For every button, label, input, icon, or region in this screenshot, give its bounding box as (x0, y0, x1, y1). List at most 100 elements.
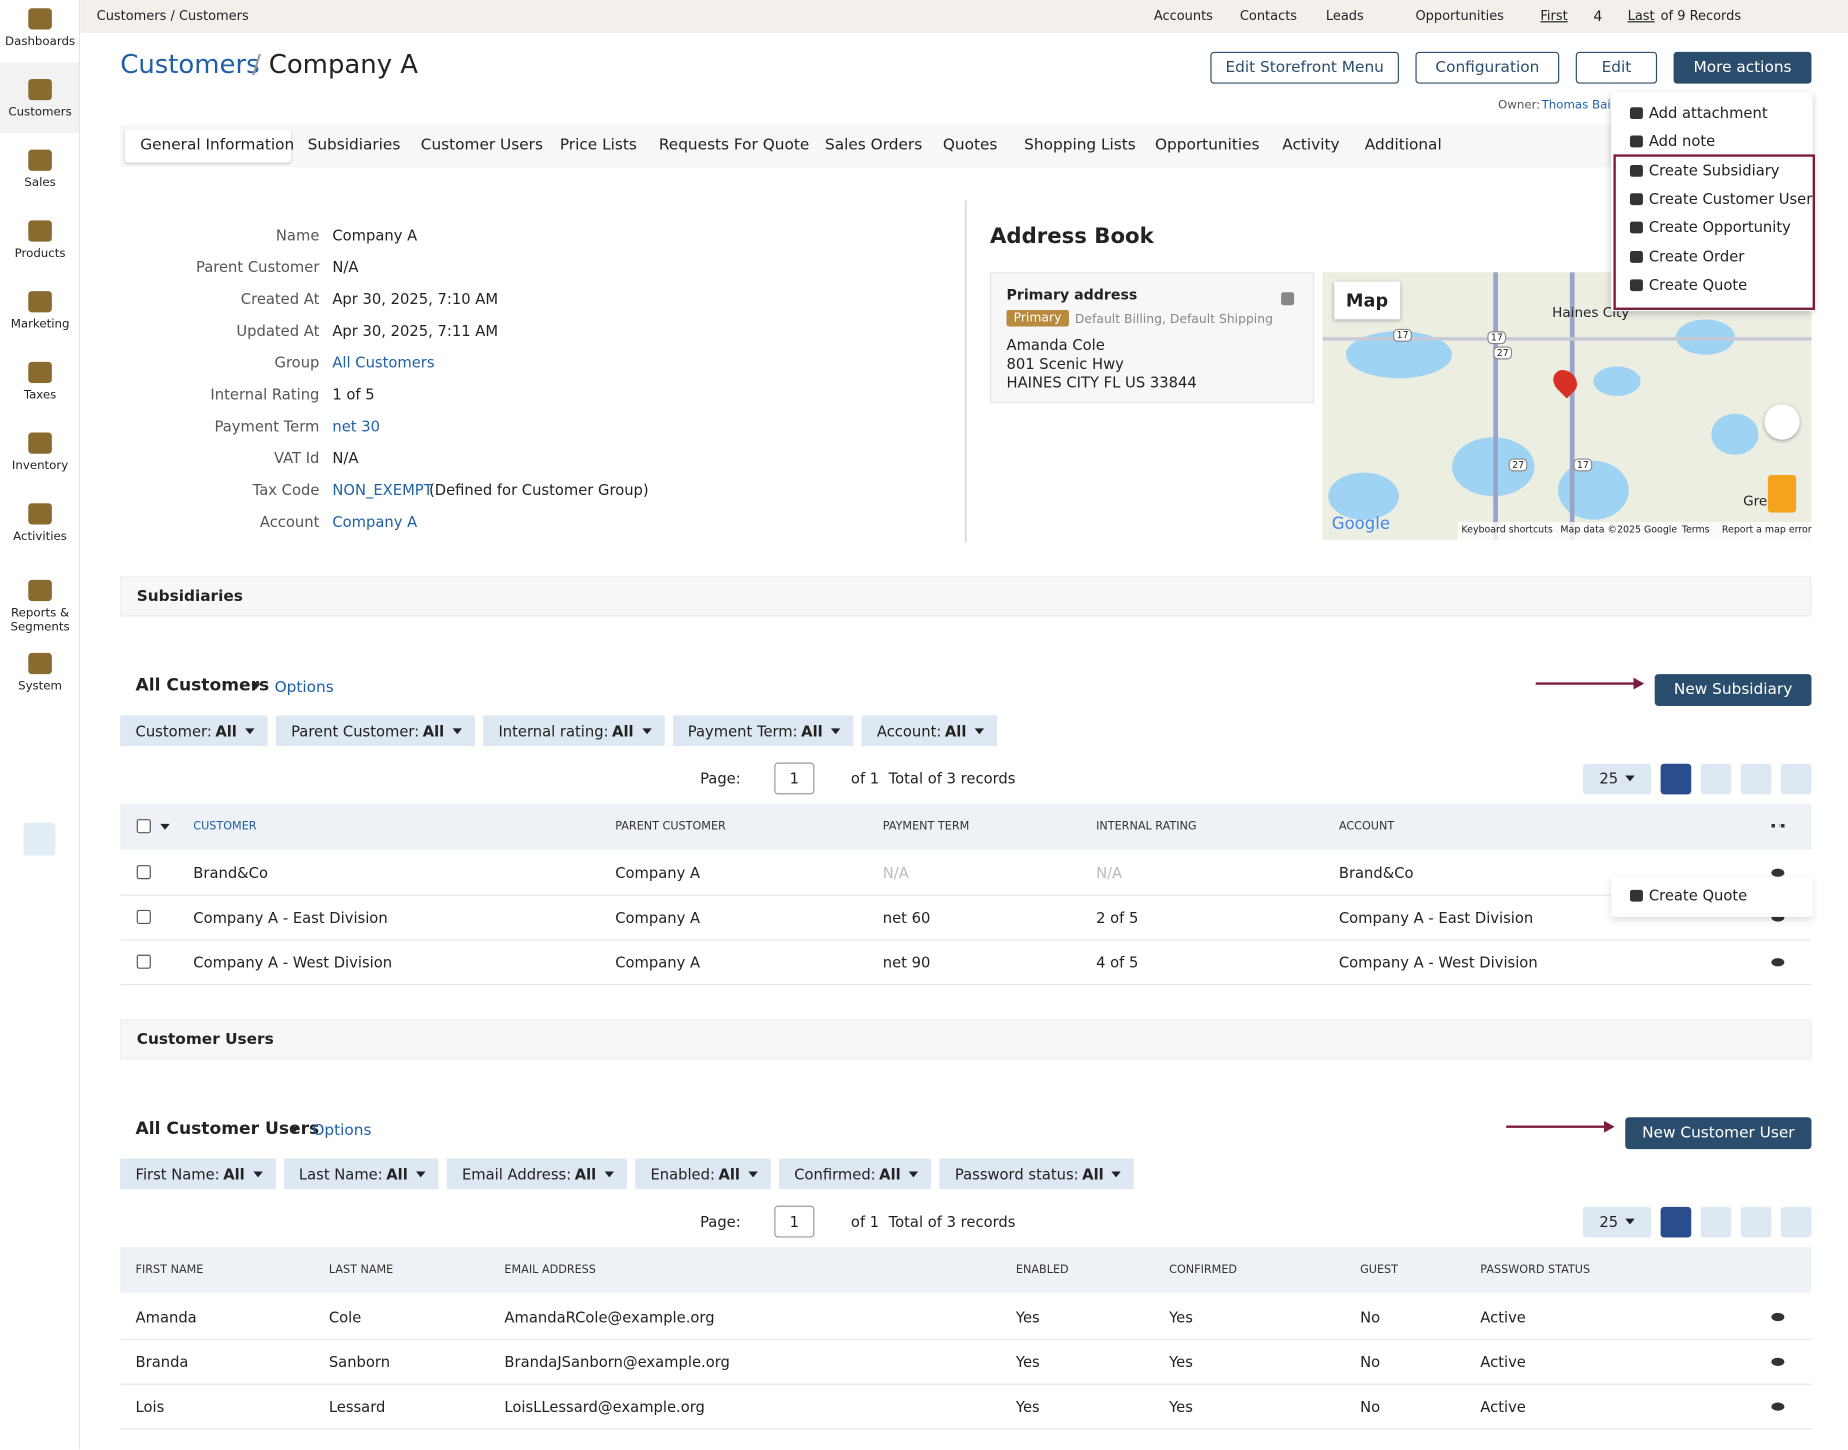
options-link[interactable]: Options (312, 1121, 372, 1140)
grid-tool[interactable] (1660, 1206, 1692, 1238)
dropdown-item[interactable]: Create Opportunity (1648, 218, 1791, 236)
dropdown-item[interactable]: Create Quote (1648, 886, 1748, 904)
filter[interactable]: Parent Customer: All (275, 715, 475, 747)
dropdown-item[interactable]: Create Order (1648, 246, 1745, 265)
filter[interactable]: Email Address: All (446, 1158, 627, 1190)
column-header[interactable]: GUEST (1360, 1263, 1398, 1277)
tab[interactable]: Customer Users (420, 136, 543, 155)
column-header[interactable]: ENABLED (1015, 1263, 1069, 1277)
column-header[interactable]: PASSWORD STATUS (1480, 1263, 1591, 1277)
column-header[interactable]: EMAIL ADDRESS (504, 1263, 596, 1277)
view-name[interactable]: All Customer Users (135, 1119, 320, 1139)
sidebar-item[interactable]: Customers (8, 106, 72, 120)
sidebar-item[interactable]: Marketing (10, 318, 70, 332)
map-footer-text[interactable]: Terms (1681, 524, 1710, 536)
pegman[interactable] (1767, 474, 1797, 513)
map-type-button[interactable]: Map (1334, 281, 1401, 320)
header-button[interactable]: Edit Storefront Menu (1210, 51, 1399, 84)
dropdown-item[interactable]: Create Customer User (1648, 189, 1813, 208)
field-value[interactable]: net 30 (332, 417, 380, 435)
nav-first[interactable]: First (1540, 8, 1568, 24)
field-value[interactable]: All Customers (332, 353, 435, 372)
checkbox[interactable] (136, 819, 151, 834)
header-button[interactable]: Configuration (1415, 51, 1560, 84)
marker[interactable] (1548, 365, 1582, 399)
collapse-button[interactable] (23, 822, 56, 856)
column-header[interactable]: ACCOUNT (1338, 820, 1395, 834)
sidebar-item[interactable]: Activities (13, 530, 67, 544)
page-input[interactable]: 1 (774, 762, 815, 795)
page-input[interactable]: 1 (774, 1205, 815, 1238)
tab[interactable]: Shopping Lists (1024, 136, 1136, 155)
view-name[interactable]: All Customers (135, 676, 270, 696)
dropdown-item[interactable]: Add note (1648, 132, 1716, 151)
per-page[interactable]: 25 (1582, 1206, 1652, 1238)
checkbox[interactable] (136, 909, 151, 924)
filter[interactable]: Last Name: All (283, 1158, 439, 1190)
filter[interactable]: Customer: All (120, 715, 268, 747)
view-icon[interactable] (1771, 1402, 1785, 1411)
tab[interactable]: Opportunities (1154, 136, 1260, 155)
sidebar-item[interactable]: System (18, 680, 63, 693)
tab[interactable]: Requests For Quote (658, 136, 810, 155)
tab[interactable]: Price Lists (559, 136, 637, 155)
grid-tool[interactable] (1740, 763, 1772, 795)
primary-button[interactable]: New Subsidiary (1654, 674, 1812, 706)
tab[interactable]: General Information (140, 136, 295, 155)
grid-tool[interactable] (1700, 1206, 1732, 1238)
dropdown-item[interactable]: Create Subsidiary (1648, 160, 1780, 179)
column-header[interactable]: INTERNAL RATING (1096, 820, 1197, 834)
options-link[interactable]: Options (274, 678, 334, 697)
filter[interactable]: Enabled: All (635, 1158, 771, 1190)
owner[interactable]: Thomas Bain (1541, 98, 1610, 112)
checkbox[interactable] (136, 954, 151, 969)
view-icon[interactable] (1771, 913, 1785, 922)
map-footer-text[interactable]: Report a map error (1721, 524, 1812, 536)
dropdown-item[interactable]: Add attachment (1648, 103, 1768, 122)
header-button[interactable]: Edit (1575, 51, 1658, 84)
filter[interactable]: Password status: All (939, 1158, 1135, 1190)
column-header[interactable]: PARENT CUSTOMER (615, 820, 726, 834)
grid-tool[interactable] (1780, 1206, 1812, 1238)
sidebar-item[interactable]: Reports & Segments (10, 606, 70, 635)
view-icon[interactable] (1771, 1312, 1785, 1322)
filter[interactable]: Internal rating: All (483, 715, 665, 747)
filter[interactable]: Confirmed: All (778, 1158, 932, 1190)
field-value[interactable]: Company A (332, 512, 418, 531)
sidebar-item[interactable]: Sales (24, 176, 56, 190)
sidebar-item[interactable]: Taxes (23, 388, 57, 402)
tab[interactable]: Additional (1364, 136, 1442, 155)
nav-last[interactable]: Last (1627, 8, 1655, 24)
pinned-tab[interactable]: Opportunities (1415, 8, 1504, 24)
grid-tool[interactable] (1700, 763, 1732, 795)
tab[interactable]: Subsidiaries (307, 136, 401, 155)
map-control[interactable] (1764, 404, 1800, 440)
grid-tool[interactable] (1660, 763, 1692, 795)
view-icon[interactable] (1771, 868, 1785, 877)
map-footer-text[interactable]: Map data ©2025 Google (1560, 524, 1678, 536)
map-footer-text[interactable]: Keyboard shortcuts (1461, 524, 1553, 536)
column-header[interactable]: FIRST NAME (135, 1263, 204, 1277)
grid-tool[interactable] (1740, 1206, 1772, 1238)
tab[interactable]: Quotes (942, 136, 998, 155)
column-header[interactable]: PAYMENT TERM (882, 820, 970, 834)
sidebar-item[interactable]: Inventory (11, 459, 69, 473)
header-button[interactable]: More actions (1673, 51, 1812, 84)
checkbox[interactable] (136, 865, 151, 880)
crumb[interactable]: Customers (120, 50, 260, 81)
field-value[interactable]: NON_EXEMPT (332, 480, 433, 499)
column-header[interactable]: CONFIRMED (1169, 1263, 1238, 1277)
view-icon[interactable] (1771, 958, 1785, 967)
pinned-tab[interactable]: Leads (1325, 8, 1364, 24)
pinned-tab[interactable]: Contacts (1239, 8, 1298, 24)
sidebar-item[interactable]: Dashboards (5, 35, 76, 49)
dropdown-item[interactable]: Create Quote (1648, 275, 1748, 294)
filter[interactable]: Payment Term: All (672, 715, 854, 747)
filter[interactable]: Account: All (861, 715, 998, 747)
pinned-tab[interactable]: Accounts (1153, 8, 1213, 24)
filter[interactable]: First Name: All (120, 1158, 276, 1190)
column-header[interactable]: CUSTOMER (193, 820, 257, 834)
tab[interactable]: Activity (1282, 136, 1340, 155)
tab[interactable]: Sales Orders (824, 136, 923, 155)
per-page[interactable]: 25 (1582, 763, 1652, 795)
